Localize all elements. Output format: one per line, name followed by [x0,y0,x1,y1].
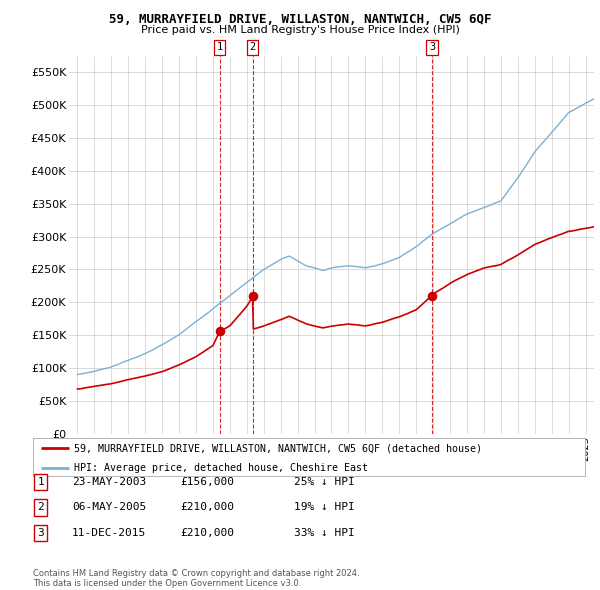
Text: 2: 2 [250,42,256,53]
Text: 33% ↓ HPI: 33% ↓ HPI [294,528,355,537]
Text: £210,000: £210,000 [180,528,234,537]
Text: Price paid vs. HM Land Registry's House Price Index (HPI): Price paid vs. HM Land Registry's House … [140,25,460,35]
Text: £210,000: £210,000 [180,503,234,512]
Text: 2: 2 [37,503,44,512]
Text: 3: 3 [37,528,44,537]
Text: HPI: Average price, detached house, Cheshire East: HPI: Average price, detached house, Ches… [74,463,368,473]
Text: Contains HM Land Registry data © Crown copyright and database right 2024.
This d: Contains HM Land Registry data © Crown c… [33,569,359,588]
Point [427,291,437,300]
Text: 1: 1 [217,42,223,53]
Point [248,291,257,300]
Text: 23-MAY-2003: 23-MAY-2003 [72,477,146,487]
Point [215,326,224,336]
Text: 1: 1 [37,477,44,487]
Text: 59, MURRAYFIELD DRIVE, WILLASTON, NANTWICH, CW5 6QF (detached house): 59, MURRAYFIELD DRIVE, WILLASTON, NANTWI… [74,443,482,453]
Text: 11-DEC-2015: 11-DEC-2015 [72,528,146,537]
Text: 06-MAY-2005: 06-MAY-2005 [72,503,146,512]
Text: 25% ↓ HPI: 25% ↓ HPI [294,477,355,487]
Text: 3: 3 [429,42,435,53]
Text: 19% ↓ HPI: 19% ↓ HPI [294,503,355,512]
Text: £156,000: £156,000 [180,477,234,487]
Text: 59, MURRAYFIELD DRIVE, WILLASTON, NANTWICH, CW5 6QF: 59, MURRAYFIELD DRIVE, WILLASTON, NANTWI… [109,13,491,26]
